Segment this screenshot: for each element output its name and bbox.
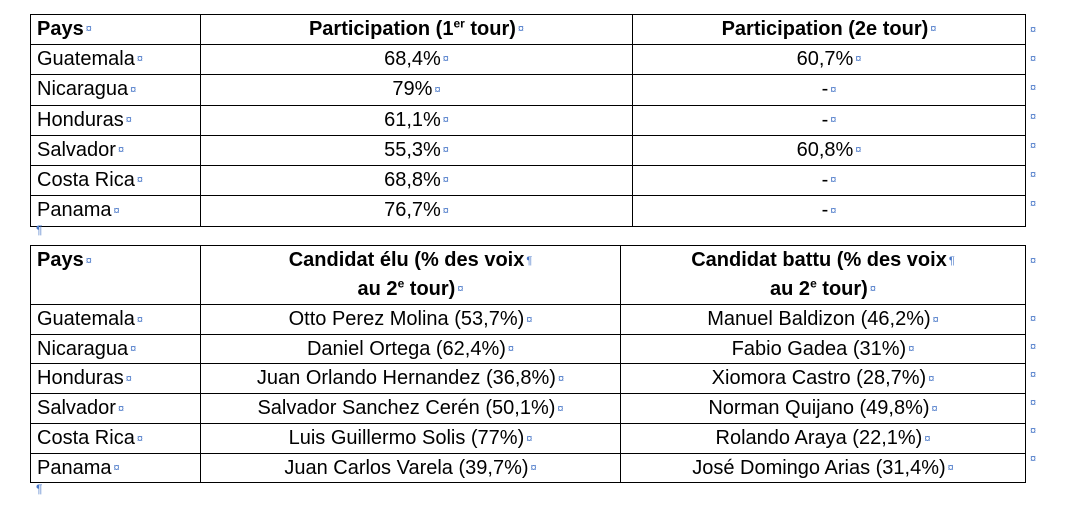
cell-tour2[interactable]: - ¤ (632, 195, 1026, 227)
cell-candidat-battu[interactable]: Manuel Baldizon (46,2%) ¤ (620, 304, 1026, 335)
paragraph-mark: ¶ (36, 223, 43, 237)
table-row: Panama ¤ Juan Carlos Varela (39,7%) ¤ José… (30, 452, 1026, 484)
cell-tour2[interactable]: - ¤ (632, 74, 1026, 106)
table-row: Honduras ¤ Juan Orlando Hernandez (36,8%)… (30, 363, 1026, 395)
table-row: Costa Rica ¤ Luis Guillermo Solis (77%) ¤ … (30, 422, 1026, 454)
cell-tour1[interactable]: 61,1% ¤ (200, 104, 633, 136)
cell-tour2[interactable]: 60,8% ¤ (632, 134, 1026, 167)
table-row: Guatemala ¤ Otto Perez Molina (53,7%) ¤ Ma… (30, 304, 1026, 335)
row-end-mark: ¤ (1030, 198, 1037, 210)
row-end-mark: ¤ (1030, 24, 1037, 36)
cell-tour1[interactable]: 68,4% ¤ (200, 44, 633, 76)
cell-tour1[interactable]: 68,8% ¤ (200, 165, 633, 197)
cell-candidat-elu[interactable]: Luis Guillermo Solis (77%) ¤ (200, 422, 621, 454)
table-header-row: Pays ¤ Candidat élu (% des voix ¶ au 2e tou… (30, 245, 1026, 305)
cell-pays[interactable]: Panama ¤ (30, 452, 201, 484)
row-end-mark: ¤ (1030, 255, 1037, 267)
cell-candidat-battu[interactable]: Xiomora Castro (28,7%) ¤ (620, 363, 1026, 395)
cell-tour1[interactable]: 79% ¤ (200, 74, 633, 106)
cell-tour2[interactable]: - ¤ (632, 104, 1026, 136)
table-row: Nicaragua ¤ Daniel Ortega (62,4%) ¤ Fabio … (30, 333, 1026, 365)
row-end-mark: ¤ (1030, 111, 1037, 123)
table-row: Costa Rica ¤ 68,8% ¤ - ¤ (30, 165, 1026, 197)
cell-tour1[interactable]: 76,7% ¤ (200, 195, 633, 227)
table-row: Salvador ¤ 55,3% ¤ 60,8% ¤ (30, 134, 1026, 167)
cell-candidat-battu[interactable]: Norman Quijano (49,8%) ¤ (620, 393, 1026, 424)
cell-tour1[interactable]: 55,3% ¤ (200, 134, 633, 167)
cell-candidat-elu[interactable]: Salvador Sanchez Cerén (50,1%) ¤ (200, 393, 621, 424)
cell-candidat-elu[interactable]: Daniel Ortega (62,4%) ¤ (200, 333, 621, 365)
cell-tour2[interactable]: 60,7% ¤ (632, 44, 1026, 76)
header-pays[interactable]: Pays ¤ (30, 13, 201, 46)
cell-pays[interactable]: Salvador ¤ (30, 393, 201, 424)
cell-tour2[interactable]: - ¤ (632, 165, 1026, 197)
candidats-table: Pays ¤ Candidat élu (% des voix ¶ au 2e tou… (30, 245, 1026, 484)
table-header-row: Pays ¤ Participation (1er tour) ¤ Particip… (30, 13, 1026, 46)
cell-pays[interactable]: Costa Rica ¤ (30, 165, 201, 197)
row-end-mark: ¤ (1030, 453, 1037, 465)
cell-pays[interactable]: Salvador ¤ (30, 134, 201, 167)
paragraph-mark: ¶ (36, 482, 43, 496)
row-end-mark: ¤ (1030, 53, 1037, 65)
row-end-mark: ¤ (1030, 369, 1037, 381)
cell-pays[interactable]: Costa Rica ¤ (30, 422, 201, 454)
row-end-mark: ¤ (1030, 425, 1037, 437)
cell-candidat-battu[interactable]: Fabio Gadea (31%) ¤ (620, 333, 1026, 365)
participation-table: Pays ¤ Participation (1er tour) ¤ Particip… (30, 13, 1026, 227)
cell-candidat-battu[interactable]: Rolando Araya (22,1%) ¤ (620, 422, 1026, 454)
cell-candidat-elu[interactable]: Juan Carlos Varela (39,7%) ¤ (200, 452, 621, 484)
cell-pays[interactable]: Nicaragua ¤ (30, 333, 201, 365)
cell-candidat-battu[interactable]: José Domingo Arias (31,4%) ¤ (620, 452, 1026, 484)
cell-pays[interactable]: Guatemala ¤ (30, 304, 201, 335)
table-row: Salvador ¤ Salvador Sanchez Cerén (50,1%)… (30, 393, 1026, 424)
cell-candidat-elu[interactable]: Juan Orlando Hernandez (36,8%) ¤ (200, 363, 621, 395)
row-end-mark: ¤ (1030, 82, 1037, 94)
row-end-mark: ¤ (1030, 341, 1037, 353)
cell-pays[interactable]: Guatemala ¤ (30, 44, 201, 76)
cell-pays[interactable]: Nicaragua ¤ (30, 74, 201, 106)
table-row: Guatemala ¤ 68,4% ¤ 60,7% ¤ (30, 44, 1026, 76)
table-row: Panama ¤ 76,7% ¤ - ¤ (30, 195, 1026, 227)
header-participation-tour1[interactable]: Participation (1er tour) ¤ (200, 13, 633, 46)
table-row: Honduras ¤ 61,1% ¤ - ¤ (30, 104, 1026, 136)
cell-candidat-elu[interactable]: Otto Perez Molina (53,7%) ¤ (200, 304, 621, 335)
cell-pays[interactable]: Panama ¤ (30, 195, 201, 227)
row-end-mark: ¤ (1030, 140, 1037, 152)
row-end-mark: ¤ (1030, 169, 1037, 181)
header-participation-tour2[interactable]: Participation (2e tour) ¤ (632, 13, 1026, 46)
row-end-mark: ¤ (1030, 397, 1037, 409)
cell-pays[interactable]: Honduras ¤ (30, 104, 201, 136)
header-pays[interactable]: Pays ¤ (30, 245, 201, 305)
cell-pays[interactable]: Honduras ¤ (30, 363, 201, 395)
header-candidat-elu[interactable]: Candidat élu (% des voix ¶ au 2e tour) ¤ (200, 245, 621, 305)
table-row: Nicaragua ¤ 79% ¤ - ¤ (30, 74, 1026, 106)
header-candidat-battu[interactable]: Candidat battu (% des voix ¶ au 2e tour) ¤ (620, 245, 1026, 305)
row-end-mark: ¤ (1030, 313, 1037, 325)
